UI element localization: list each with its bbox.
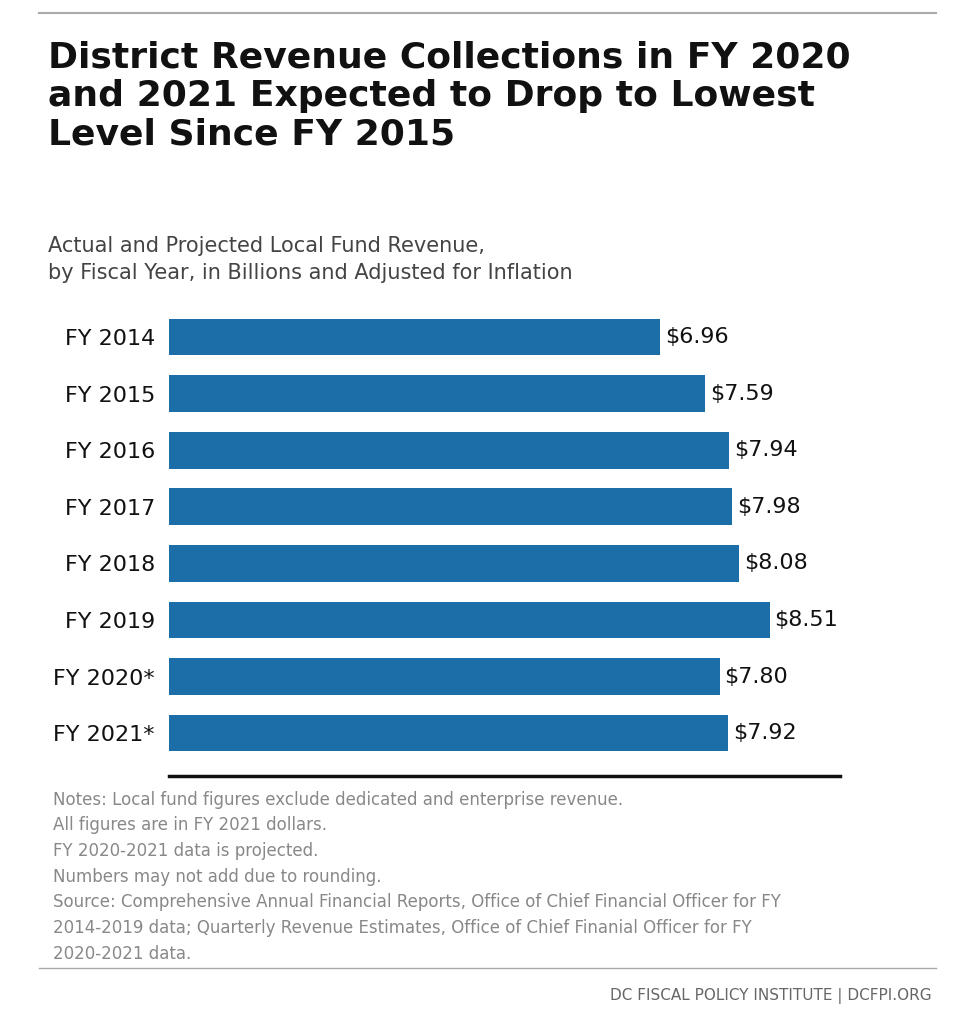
Text: $7.98: $7.98 — [737, 497, 801, 517]
Bar — [169, 488, 732, 525]
Text: Actual and Projected Local Fund Revenue,
by Fiscal Year, in Billions and Adjuste: Actual and Projected Local Fund Revenue,… — [48, 236, 573, 283]
Bar — [169, 432, 730, 469]
Text: $7.80: $7.80 — [725, 667, 788, 686]
Text: $8.08: $8.08 — [744, 553, 808, 573]
Text: $7.92: $7.92 — [733, 723, 796, 743]
Text: $7.59: $7.59 — [709, 384, 773, 403]
Text: DC FISCAL POLICY INSTITUTE | DCFPI.ORG: DC FISCAL POLICY INSTITUTE | DCFPI.ORG — [610, 988, 931, 1005]
Bar — [169, 318, 660, 355]
Bar — [169, 715, 728, 752]
Text: $8.51: $8.51 — [775, 610, 839, 630]
Bar — [169, 545, 739, 582]
Text: $6.96: $6.96 — [665, 327, 729, 347]
Bar — [169, 601, 770, 638]
Text: District Revenue Collections in FY 2020
and 2021 Expected to Drop to Lowest
Leve: District Revenue Collections in FY 2020 … — [48, 41, 851, 152]
Bar — [169, 658, 720, 695]
Text: Notes: Local fund figures exclude dedicated and enterprise revenue.
All figures : Notes: Local fund figures exclude dedica… — [53, 791, 781, 963]
Bar — [169, 375, 704, 412]
Text: $7.94: $7.94 — [734, 440, 798, 460]
